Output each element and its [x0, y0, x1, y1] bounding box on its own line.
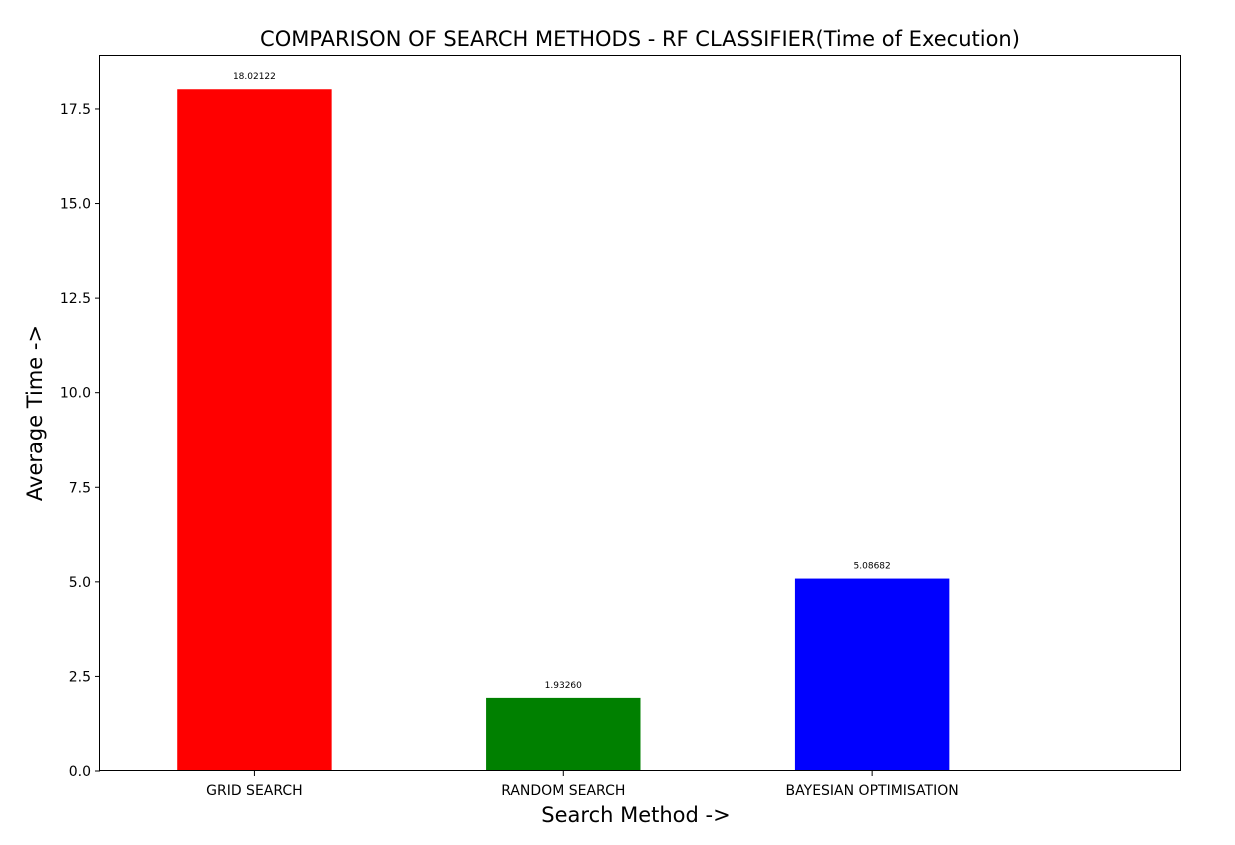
y-tick-label: 17.5 — [60, 102, 91, 118]
y-tick-label: 10.0 — [60, 386, 91, 402]
plot-area: 0.0 2.5 5.0 7.5 10.0 12.5 15.0 17.5 18.02122 GRID… — [60, 72, 959, 799]
bar — [486, 697, 641, 771]
bar — [177, 89, 332, 771]
y-tick-label: 2.5 — [69, 669, 91, 685]
axes-frame — [99, 55, 1181, 771]
bar — [794, 578, 950, 771]
y-tick-label: 12.5 — [60, 291, 91, 307]
y-tick-label: 5.0 — [69, 575, 91, 591]
chart-title: COMPARISON OF SEARCH METHODS - RF CLASSI… — [260, 27, 1020, 51]
y-tick-label: 0.0 — [69, 764, 91, 780]
x-tick-label: BAYESIAN OPTIMISATION — [786, 783, 959, 799]
x-tick-label: GRID SEARCH — [206, 783, 303, 799]
y-axis-label: Average Time -> — [23, 325, 47, 501]
y-tick-label: 15.0 — [60, 197, 91, 213]
data-label: 1.93260 — [545, 681, 582, 691]
data-label: 5.08682 — [854, 562, 891, 572]
x-axis-label: Search Method -> — [541, 803, 730, 827]
y-tick-label: 7.5 — [69, 480, 91, 496]
data-label: 18.02122 — [233, 72, 276, 82]
x-tick-label: RANDOM SEARCH — [501, 783, 625, 799]
